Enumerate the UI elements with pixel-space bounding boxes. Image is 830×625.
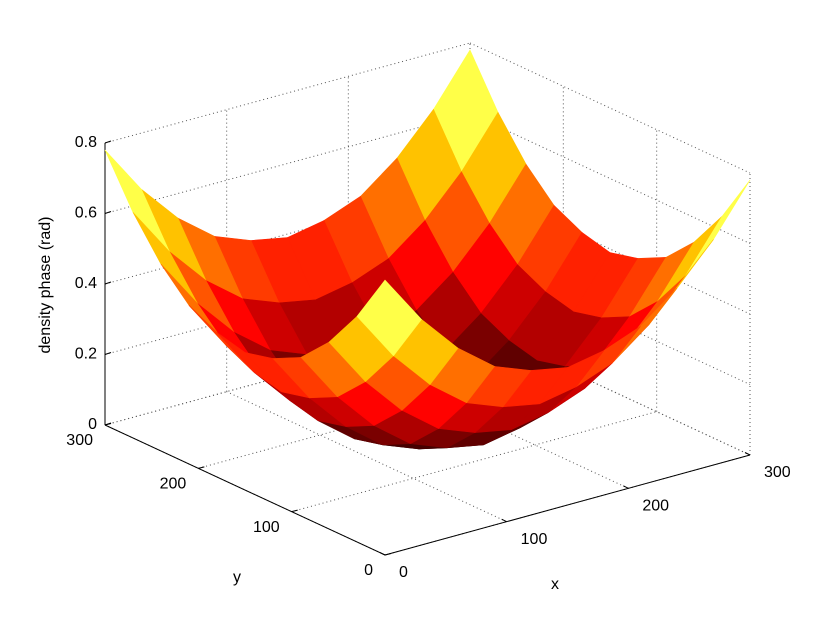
z-tick-label: 0.2: [75, 346, 97, 363]
tick-mark: [104, 352, 112, 355]
z-tick-label: 0: [88, 416, 97, 433]
z-tick-label: 0.6: [75, 205, 97, 222]
x-tick-label: 0: [399, 564, 408, 581]
y-tick-label: 0: [364, 562, 373, 579]
tick-mark: [104, 281, 112, 285]
tick-mark: [291, 509, 298, 513]
surface-patch: [104, 149, 170, 252]
tick-mark: [104, 140, 112, 144]
tick-mark: [744, 452, 751, 456]
axis-line: [104, 424, 386, 556]
tick-mark: [379, 552, 386, 556]
tick-mark: [104, 211, 112, 214]
y-tick-label: 300: [66, 432, 93, 449]
surface-patch: [356, 279, 422, 357]
tick-mark: [384, 553, 392, 556]
z-tick-label: 0.4: [75, 275, 97, 292]
grid-line: [104, 42, 471, 144]
x-tick-label: 100: [521, 531, 548, 548]
y-axis-label: y: [233, 569, 241, 586]
axis-line: [384, 454, 751, 556]
x-tick-label: 300: [764, 464, 791, 481]
tick-mark: [104, 423, 112, 426]
tick-mark: [198, 466, 205, 469]
x-tick-label: 200: [642, 498, 669, 515]
y-tick-label: 200: [160, 476, 187, 493]
tick-mark: [623, 485, 629, 489]
tick-mark: [501, 518, 507, 523]
z-axis-label: density phase (rad): [37, 217, 54, 354]
surface-patch: [685, 179, 751, 276]
z-tick-label: 0.8: [75, 134, 97, 151]
y-tick-label: 100: [253, 519, 280, 536]
x-axis-label: x: [551, 576, 559, 593]
